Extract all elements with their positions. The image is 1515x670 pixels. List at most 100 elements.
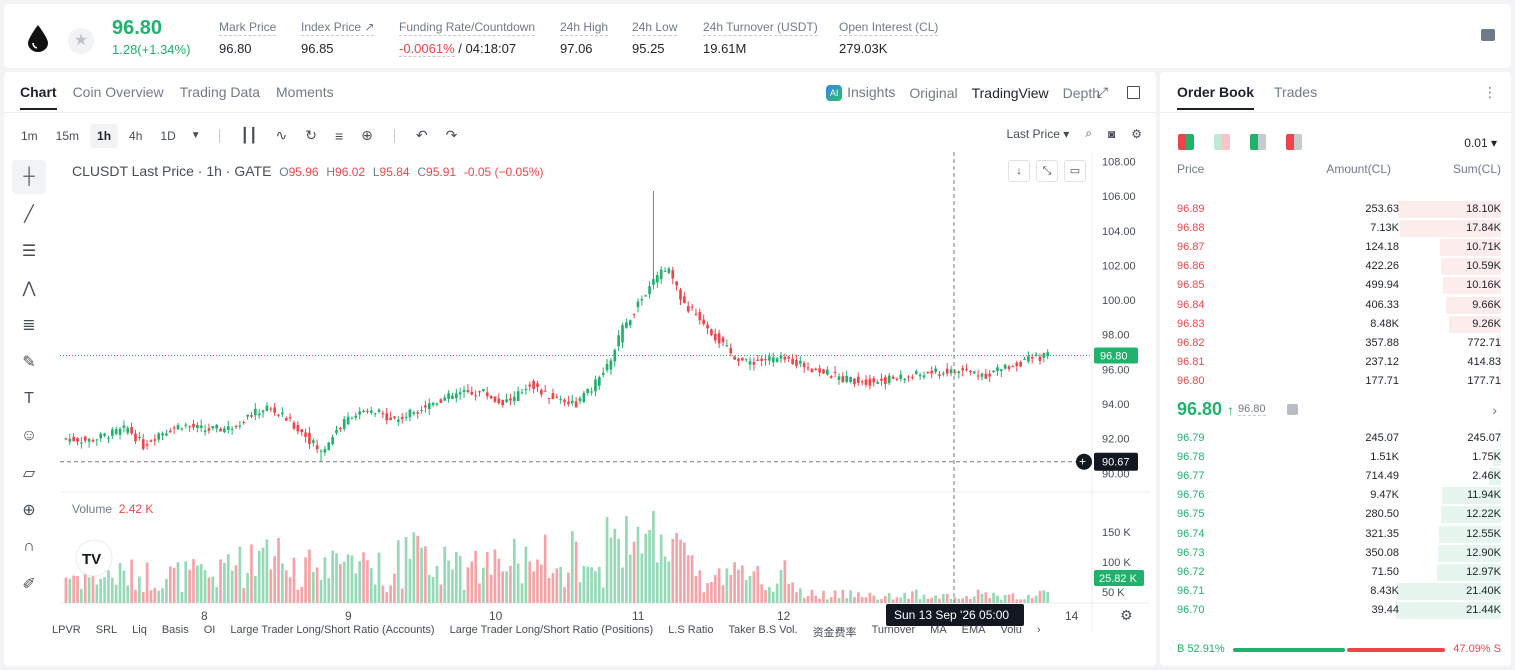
volume-bar xyxy=(887,593,891,603)
candle-body xyxy=(180,428,184,430)
indicator-11[interactable]: MA xyxy=(930,624,947,636)
favorite-star-icon[interactable]: ★ xyxy=(68,28,94,54)
bid-row[interactable]: 96.74 321.35 12.55K xyxy=(1160,525,1511,544)
bid-row[interactable]: 96.76 9.47K 11.94K xyxy=(1160,486,1511,505)
templates-icon[interactable]: ≡ xyxy=(334,127,344,144)
tab-original[interactable]: Original xyxy=(909,84,958,101)
add-alert-icon[interactable]: ⊕ xyxy=(361,127,373,143)
indicator-8[interactable]: Taker B.S Vol. xyxy=(728,624,798,636)
magnet-icon[interactable]: ∩ xyxy=(23,538,35,555)
bid-row[interactable]: 96.70 39.44 21.44K xyxy=(1160,601,1511,620)
chevron-right-icon[interactable]: › xyxy=(1492,402,1497,418)
view-asks-icon[interactable] xyxy=(1286,134,1302,150)
bid-row[interactable]: 96.71 8.43K 21.40K xyxy=(1160,582,1511,601)
indicator-9[interactable]: 资金费率 xyxy=(812,627,857,639)
header-sum: Sum(CL) xyxy=(1452,162,1501,176)
indicator-5[interactable]: Large Trader Long/Short Ratio (Accounts) xyxy=(230,624,435,636)
bid-row[interactable]: 96.79 245.07 245.07 xyxy=(1160,429,1511,448)
bid-row[interactable]: 96.72 71.50 12.97K xyxy=(1160,563,1511,582)
axis-settings-icon[interactable]: ⚙ xyxy=(1120,608,1133,624)
timeframe-1m[interactable]: 1m xyxy=(21,128,38,143)
scroll-down-icon[interactable]: ↓ xyxy=(1008,160,1030,182)
ask-row[interactable]: 96.86 422.26 10.59K xyxy=(1160,257,1511,276)
timeframe-1d[interactable]: 1D xyxy=(160,128,176,143)
timeframe-15m[interactable]: 15m xyxy=(55,128,80,143)
volume-bar xyxy=(586,566,590,603)
precision-value: 0.01 xyxy=(1464,136,1488,150)
indicator-0[interactable]: LPVR xyxy=(52,624,81,636)
indicator-13[interactable]: Volu xyxy=(1000,624,1022,636)
tab-coin-overview[interactable]: Coin Overview xyxy=(72,84,164,100)
ask-row[interactable]: 96.82 357.88 772.71 xyxy=(1160,334,1511,353)
bid-row[interactable]: 96.78 1.51K 1.75K xyxy=(1160,448,1511,467)
redo-icon[interactable]: ↷ xyxy=(445,127,458,143)
replay-icon[interactable]: ↻ xyxy=(305,127,317,143)
indicator-2[interactable]: Liq xyxy=(132,624,147,636)
view-split-icon[interactable] xyxy=(1214,134,1230,150)
ask-row[interactable]: 96.84 406.33 9.66K xyxy=(1160,296,1511,315)
last-price-select[interactable]: Last Price ▾ xyxy=(1006,126,1070,141)
text-icon[interactable]: T xyxy=(24,390,34,407)
fullscreen-icon[interactable]: ▭ xyxy=(1064,160,1086,182)
ruler-icon[interactable]: ▱ xyxy=(22,465,36,482)
book-icon[interactable] xyxy=(1481,29,1495,41)
view-bids-icon[interactable] xyxy=(1250,134,1266,150)
ask-row[interactable]: 96.81 237.12 414.83 xyxy=(1160,353,1511,372)
horizontal-lines-icon[interactable]: ☰ xyxy=(21,243,37,260)
indicator-12[interactable]: EMA xyxy=(961,624,986,636)
candle-body xyxy=(907,376,910,378)
candle-body xyxy=(1015,362,1019,366)
candle-type-icon[interactable]: ┃┃ xyxy=(240,127,258,143)
ask-row[interactable]: 96.83 8.48K 9.26K xyxy=(1160,315,1511,334)
indicator-4[interactable]: OI xyxy=(203,624,216,636)
undo-icon[interactable]: ↶ xyxy=(415,127,428,143)
indicator-3[interactable]: Basis xyxy=(161,624,189,636)
tab-insights[interactable]: AI Insights xyxy=(826,84,895,102)
ask-row[interactable]: 96.80 177.71 177.71 xyxy=(1160,372,1511,391)
timeframe-1h[interactable]: 1h xyxy=(90,123,119,148)
pencil-lock-icon[interactable]: ✐ xyxy=(22,576,36,593)
camera-icon[interactable]: ◙ xyxy=(1107,126,1116,141)
ask-row[interactable]: 96.88 7.13K 17.84K xyxy=(1160,219,1511,238)
settings-gear-icon[interactable]: ⚙ xyxy=(1131,126,1142,141)
tab-tradingview[interactable]: TradingView xyxy=(971,84,1049,101)
indicators-icon[interactable]: ∿ xyxy=(275,127,288,143)
view-both-icon[interactable] xyxy=(1178,134,1194,150)
indicator-1[interactable]: SRL xyxy=(95,624,118,636)
indicator-scroll-icon[interactable]: › xyxy=(1036,624,1041,636)
candlestick-chart[interactable]: 108.00 106.00 104.00 102.00 100.00 98.00 96.00… xyxy=(60,152,1150,632)
window-icon[interactable] xyxy=(1127,86,1140,99)
more-menu-icon[interactable]: ⋮ xyxy=(1483,84,1497,100)
indicator-6[interactable]: Large Trader Long/Short Ratio (Positions… xyxy=(449,624,654,636)
tab-trades[interactable]: Trades xyxy=(1274,84,1318,100)
collapse-icon[interactable]: ⤡ xyxy=(1036,160,1058,182)
timeframe-dropdown-icon[interactable]: ▼ xyxy=(190,130,201,141)
indicator-7[interactable]: L.S Ratio xyxy=(668,624,714,636)
zoom-in-icon[interactable]: ⊕ xyxy=(22,502,36,519)
trendline-icon[interactable]: ╱ xyxy=(24,206,34,223)
expand-icon[interactable]: ⤢ xyxy=(1096,84,1108,100)
bid-row[interactable]: 96.75 280.50 12.22K xyxy=(1160,505,1511,524)
precision-select[interactable]: 0.01 ▾ xyxy=(1464,136,1497,150)
ask-row[interactable]: 96.89 253.63 18.10K xyxy=(1160,200,1511,219)
brush-icon[interactable]: ✎ xyxy=(22,354,36,371)
fib-icon[interactable]: ≣ xyxy=(22,317,36,334)
tab-order-book[interactable]: Order Book xyxy=(1177,84,1255,110)
pattern-icon[interactable]: ⋀ xyxy=(22,280,36,297)
search-icon[interactable]: ⌕ xyxy=(1085,126,1092,140)
tab-chart[interactable]: Chart xyxy=(20,84,57,110)
indicator-10[interactable]: Turnover xyxy=(871,624,916,636)
row-sum: 414.83 xyxy=(1467,355,1501,368)
ask-row[interactable]: 96.87 124.18 10.71K xyxy=(1160,238,1511,257)
timeframe-4h[interactable]: 4h xyxy=(129,128,143,143)
bid-row[interactable]: 96.77 714.49 2.46K xyxy=(1160,467,1511,486)
tab-depth[interactable]: Depth xyxy=(1062,84,1100,101)
bid-row[interactable]: 96.73 350.08 12.90K xyxy=(1160,544,1511,563)
crosshair-icon[interactable]: ┼ xyxy=(12,160,46,194)
tab-moments[interactable]: Moments xyxy=(276,84,334,100)
tab-trading-data[interactable]: Trading Data xyxy=(179,84,261,100)
row-amount: 357.88 xyxy=(1365,336,1399,349)
ask-row[interactable]: 96.85 499.94 10.16K xyxy=(1160,276,1511,295)
volume-bar xyxy=(756,565,760,603)
emoji-icon[interactable]: ☺ xyxy=(20,427,38,444)
